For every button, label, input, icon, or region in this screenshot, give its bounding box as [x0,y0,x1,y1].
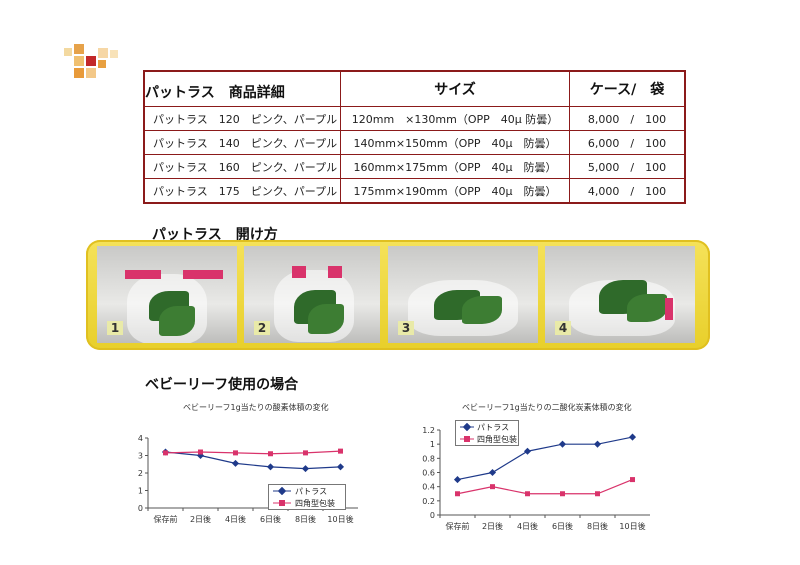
x-tick-label: 6日後 [552,521,573,531]
usage-title: ベビーリーフ使用の場合 [145,377,299,393]
data-point [490,484,495,490]
product-size: 140mm×150mm（OPP 40μ 防曇） [340,130,570,155]
series-line [457,479,633,495]
y-tick-label: 0 [138,504,143,513]
legend-item: 四角型包装 [269,497,345,509]
y-tick-label: 0 [430,511,435,520]
x-tick-label: 2日後 [190,514,211,524]
data-point [628,433,637,441]
legend-item: パトラス [456,421,518,433]
x-tick-label: 保存前 [154,514,178,524]
x-tick-label: 10日後 [619,521,645,531]
data-point [558,440,567,448]
step-photo-3: 3 [388,246,538,343]
data-point [595,491,600,497]
product-name: パットラス 140 ピンク、パープル [143,130,341,155]
y-tick-label: 4 [138,434,143,443]
step-number: 4 [555,321,571,335]
product-detail-table: パットラス 商品詳細 サイズ ケース/ 袋 パットラス 120 ピンク、パープル… [143,70,686,204]
data-point [453,476,462,484]
x-tick-label: 4日後 [517,521,538,531]
y-tick-label: 0.6 [422,469,435,478]
data-point [630,477,635,483]
header-case: ケース/ 袋 [569,70,686,107]
y-tick-label: 1 [430,440,435,449]
oxygen-volume-chart: 0 1 2 3 4 保存前 2日後 4日後 6日後 8日後 10日後 [138,434,358,524]
x-tick-label: 10日後 [327,514,353,524]
x-tick-label: 保存前 [446,521,470,531]
chart1-title: ベビーリーフ1g当たりの酸素体積の変化 [183,403,329,412]
x-tick-label: 6日後 [260,514,281,524]
table-title: パットラス 商品詳細 [144,71,341,107]
product-qty: 8,000 / 100 [569,106,686,131]
series-line [165,450,341,455]
data-point [233,450,238,456]
chart2-title: ベビーリーフ1g当たりの二酸化炭素体積の変化 [462,403,632,412]
x-tick-label: 2日後 [482,521,503,531]
y-tick-label: 0.4 [422,483,435,492]
table-row: パットラス 175 ピンク、パープル 175mm×190mm（OPP 40μ 防… [143,178,686,204]
data-point [266,463,275,471]
data-point [268,451,273,457]
chart2-legend: パトラス 四角型包装 [455,420,519,446]
x-tick-label: 8日後 [587,521,608,531]
data-point [338,448,343,454]
product-qty: 4,000 / 100 [569,178,686,204]
y-tick-label: 2 [138,469,143,478]
legend-item: パトラス [269,485,345,497]
header-size: サイズ [340,70,570,107]
table-row: パットラス 160 ピンク、パープル 160mm×175mm（OPP 40μ 防… [143,154,686,179]
table-row: パットラス 120 ピンク、パープル 120mm ×130mm（OPP 40μ … [143,106,686,131]
series-line [457,436,633,481]
legend-item: 四角型包装 [456,433,518,445]
y-tick-label: 1 [138,487,143,496]
y-tick-label: 3 [138,452,143,461]
product-size: 175mm×190mm（OPP 40μ 防曇） [340,178,570,204]
step-number: 1 [107,321,123,335]
step-photo-1: 1 [97,246,237,343]
chart1-legend: パトラス 四角型包装 [268,484,346,510]
y-tick-label: 0.8 [422,454,435,463]
product-name: パットラス 120 ピンク、パープル [143,106,341,131]
step-photo-4: 4 [545,246,695,343]
co2-volume-chart: 0 0.2 0.4 0.6 0.8 1 1.2 保存前 2日後 4日後 6日後 8日後 10日後 [422,426,650,531]
y-tick-label: 0.2 [422,497,435,506]
opening-photo-frame: 1 2 3 4 [86,240,710,350]
data-point [231,459,240,467]
y-tick-label: 1.2 [422,426,435,435]
data-point [523,447,532,455]
table-row: パットラス 140 ピンク、パープル 140mm×150mm（OPP 40μ 防… [143,130,686,155]
step-photo-2: 2 [244,246,380,343]
product-name: パットラス 175 ピンク、パープル [143,178,341,204]
data-point [525,491,530,497]
step-number: 3 [398,321,414,335]
data-point [593,440,602,448]
data-point [560,491,565,497]
data-point [488,468,497,477]
step-number: 2 [254,321,270,335]
product-qty: 6,000 / 100 [569,130,686,155]
data-point [455,491,460,497]
product-qty: 5,000 / 100 [569,154,686,179]
product-size: 160mm×175mm（OPP 40μ 防曇） [340,154,570,179]
product-name: パットラス 160 ピンク、パープル [143,154,341,179]
opening-title: パットラス 開け方 [152,227,278,243]
series-line [165,451,341,470]
data-point [301,465,310,473]
x-tick-label: 4日後 [225,514,246,524]
data-point [303,450,308,456]
data-point [198,449,203,455]
x-tick-label: 8日後 [295,514,316,524]
data-point [336,463,345,471]
product-size: 120mm ×130mm（OPP 40μ 防曇） [340,106,570,131]
data-point [163,450,168,456]
